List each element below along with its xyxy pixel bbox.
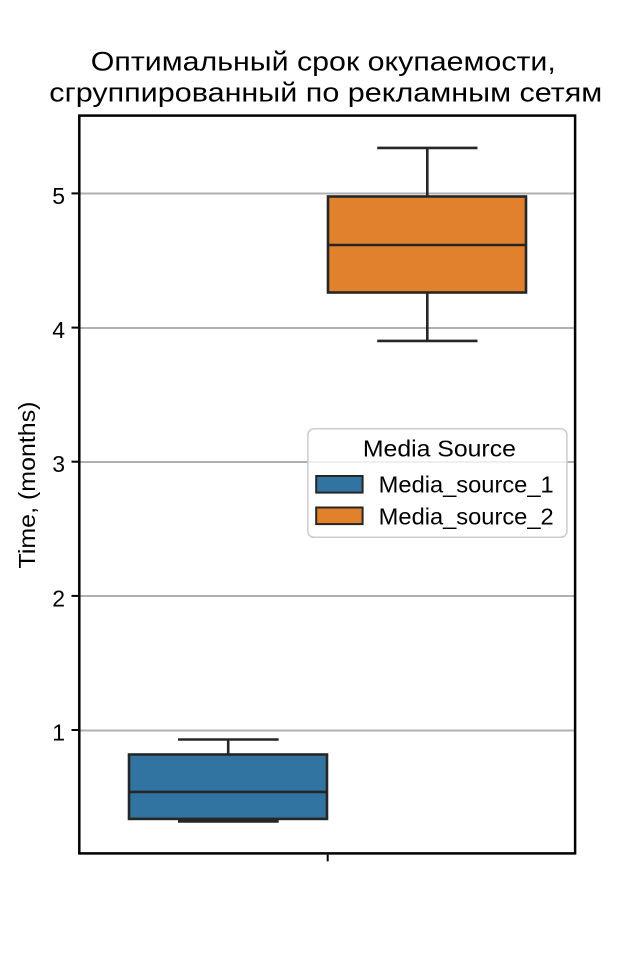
svg-text:1: 1 [52,720,65,746]
svg-text:5: 5 [52,183,65,209]
svg-text:Time, (months): Time, (months) [14,402,40,569]
svg-text:Media Source: Media Source [363,435,516,461]
svg-text:Media_source_2: Media_source_2 [379,503,554,529]
svg-text:2: 2 [52,585,65,611]
svg-text:4: 4 [52,317,65,343]
svg-text:Оптимальный срок окупаемости,: Оптимальный срок окупаемости, [91,47,556,77]
svg-text:Media_source_1: Media_source_1 [379,471,554,497]
svg-text:3: 3 [52,451,65,477]
svg-text:сгруппированный по рекламным с: сгруппированный по рекламным сетям [49,78,602,108]
